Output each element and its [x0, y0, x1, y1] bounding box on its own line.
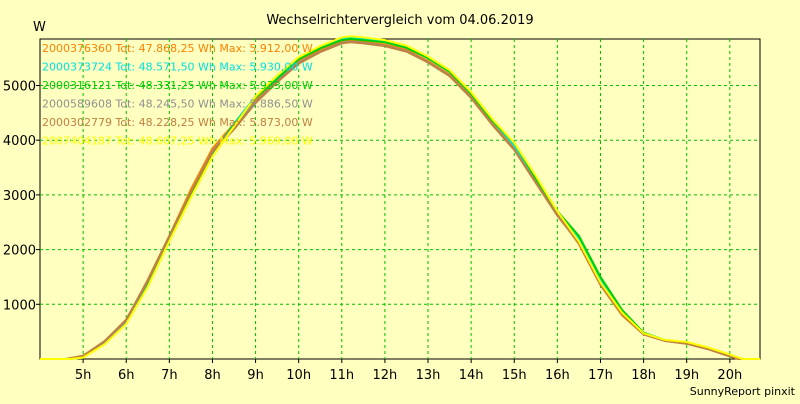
legend-entry-5: 2000302779 Tot: 48.228,25 Wh Max: 5.873,…: [42, 116, 313, 129]
y-tick-label: 1000: [3, 298, 36, 313]
x-tick-label: 7h: [161, 368, 178, 383]
y-tick-label: 5000: [3, 79, 36, 94]
x-tick-label: 8h: [204, 368, 221, 383]
x-tick-label: 11h: [329, 368, 354, 383]
legend-entry-1: 2000376360 Tot: 47.868,25 Wh Max: 5.912,…: [42, 42, 313, 55]
legend: 2000376360 Tot: 47.868,25 Wh Max: 5.912,…: [42, 42, 313, 148]
footer-credit: SunnyReport pinxit: [690, 385, 796, 398]
y-tick-label: 3000: [3, 189, 36, 204]
grid-lines: [40, 39, 760, 359]
y-axis-unit-label: W: [33, 20, 46, 35]
y-tick-label: 2000: [3, 244, 36, 259]
y-axis-ticks: 1000 2000 3000 4000 5000: [3, 79, 40, 313]
chart-title: Wechselrichtervergleich vom 04.06.2019: [266, 13, 533, 28]
x-tick-label: 16h: [545, 368, 570, 383]
x-axis-ticks: 5h 6h 7h 8h 9h 10h 11h 12h 13h 14h 15h 16h 17h 18h 19h…: [75, 359, 742, 383]
legend-entry-4: 2000589608 Tot: 48.245,50 Wh Max: 5.886,…: [42, 98, 313, 111]
series-line-5: [40, 41, 760, 360]
x-tick-label: 19h: [674, 368, 699, 383]
x-tick-label: 18h: [631, 368, 656, 383]
x-tick-label: 12h: [373, 368, 398, 383]
plot-area: [39, 38, 761, 360]
x-tick-label: 6h: [118, 368, 135, 383]
x-tick-label: 14h: [459, 368, 484, 383]
series-lines: [40, 35, 760, 360]
legend-entry-6: 2007404187 Tot: 48.607,25 Wh Max: 5.969,…: [42, 135, 313, 148]
plot-border: [39, 38, 761, 360]
x-tick-label: 13h: [416, 368, 441, 383]
y-tick-label: 4000: [3, 134, 36, 149]
legend-entry-2: 2000373724 Tot: 48.571,50 Wh Max: 5.930,…: [42, 61, 313, 74]
series-line-6: [40, 35, 760, 360]
x-tick-label: 10h: [286, 368, 311, 383]
x-tick-label: 5h: [75, 368, 92, 383]
x-tick-label: 20h: [717, 368, 742, 383]
legend-entry-3: 2000316121 Tot: 48.331,25 Wh Max: 5.933,…: [42, 79, 313, 92]
x-tick-label: 9h: [247, 368, 264, 383]
x-tick-label: 17h: [588, 368, 613, 383]
x-tick-label: 15h: [502, 368, 527, 383]
